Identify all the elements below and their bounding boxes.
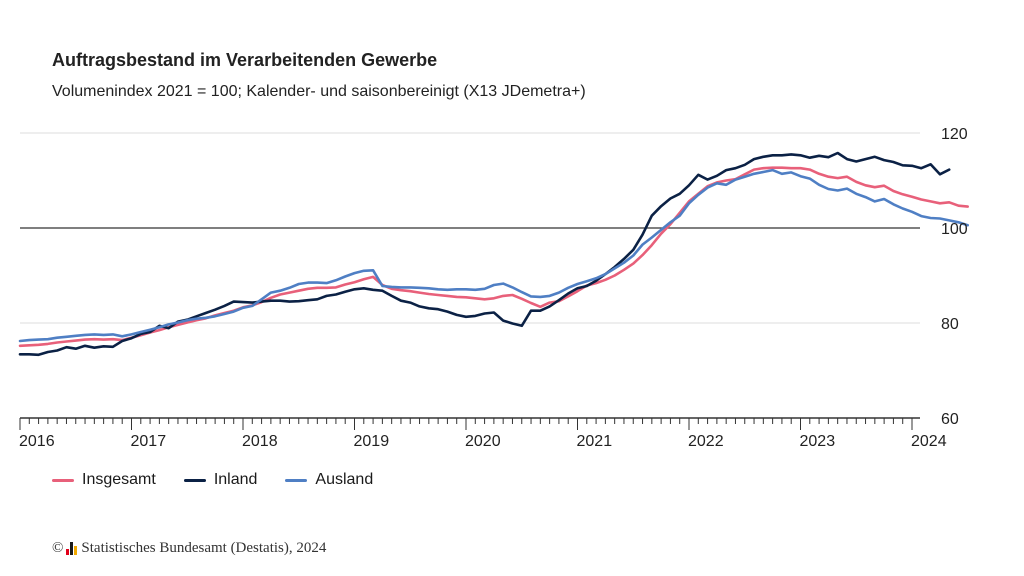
destatis-logo-icon [66, 542, 78, 555]
legend-item-ausland[interactable]: Ausland [285, 471, 373, 489]
legend-item-inland[interactable]: Inland [183, 471, 258, 489]
y-tick-label: 120 [941, 126, 968, 143]
y-tick-label: 100 [941, 221, 968, 238]
x-tick-label: 2017 [131, 433, 167, 450]
source-text: Statistisches Bundesamt (Destatis), 2024 [81, 540, 327, 556]
y-tick-label: 80 [941, 316, 959, 333]
legend-label-inland: Inland [213, 471, 258, 488]
x-tick-label: 2021 [577, 433, 613, 450]
x-tick-label: 2018 [242, 433, 278, 450]
x-tick-label: 2024 [911, 433, 947, 450]
legend-swatch-inland [183, 478, 206, 482]
x-axis: 2016 2017 2018 2019 2020 2021 2022 2023 2024 [19, 417, 947, 450]
legend: Insgesamt Inland Ausland [52, 471, 401, 489]
y-tick-label: 60 [941, 411, 959, 428]
copyright-symbol: © [52, 540, 64, 556]
y-axis-labels: 60 80 100 120 [941, 126, 968, 428]
x-tick-label: 2019 [354, 433, 390, 450]
grid-lines [20, 132, 920, 324]
legend-label-ausland: Ausland [315, 471, 374, 488]
x-tick-label: 2016 [19, 433, 55, 450]
legend-item-insgesamt[interactable]: Insgesamt [52, 471, 156, 489]
legend-label-insgesamt: Insgesamt [82, 471, 156, 488]
x-tick-label: 2020 [465, 433, 501, 450]
series-lines [18, 151, 970, 357]
x-tick-label: 2023 [800, 433, 836, 450]
legend-swatch-insgesamt [52, 478, 74, 482]
series-line-insgesamt [18, 166, 970, 348]
chart-subtitle: Volumenindex 2021 = 100; Kalender- und s… [52, 83, 586, 100]
series-line-inland [18, 151, 951, 357]
series-line-ausland [18, 168, 970, 343]
chart-title: Auftragsbestand im Verarbeitenden Gewerb… [52, 50, 438, 70]
source-footer: © Statistisches Bundesamt (Destatis), 20… [52, 540, 326, 557]
x-tick-label: 2022 [688, 433, 724, 450]
legend-swatch-ausland [285, 478, 308, 482]
